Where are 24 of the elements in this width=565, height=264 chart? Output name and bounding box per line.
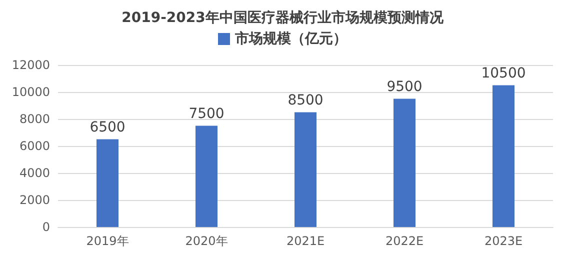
data-label: 9500	[386, 78, 422, 95]
y-tick-label: 12000	[12, 58, 50, 72]
data-label: 10500	[481, 65, 526, 82]
y-tick-label: 0	[42, 220, 50, 234]
y-tick-label: 6000	[19, 139, 50, 153]
legend-label: 市场规模（亿元）	[234, 30, 347, 47]
y-tick-label: 2000	[19, 193, 50, 207]
data-label: 6500	[90, 119, 126, 136]
bar	[394, 98, 416, 227]
bar	[294, 112, 316, 227]
y-tick-label: 10000	[12, 85, 50, 99]
y-tick-label: 8000	[19, 112, 50, 126]
data-label: 7500	[188, 106, 224, 122]
y-tick-label: 4000	[19, 166, 50, 180]
bar	[96, 139, 118, 227]
data-label: 8500	[288, 92, 324, 108]
chart-title: 2019-2023年中国医疗器械行业市场规模预测情况	[122, 9, 444, 26]
x-tick-label: 2022E	[385, 234, 424, 248]
x-tick-label: 2021E	[286, 234, 325, 248]
bar	[196, 126, 218, 227]
x-tick-label: 2023E	[484, 234, 523, 248]
x-tick-label: 2020年	[185, 234, 228, 248]
bar	[492, 85, 514, 227]
x-tick-label: 2019年	[86, 234, 129, 248]
